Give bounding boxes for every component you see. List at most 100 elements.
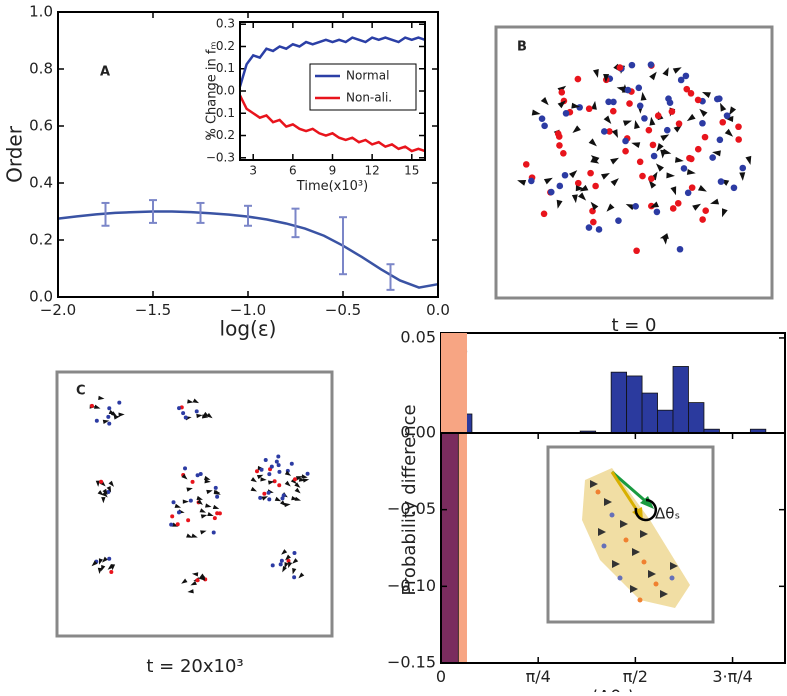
x-tick-label: π/4 xyxy=(526,667,551,686)
particle xyxy=(656,142,664,152)
particle xyxy=(274,459,279,464)
particle xyxy=(198,576,205,581)
particle xyxy=(263,457,268,462)
particle xyxy=(102,556,108,563)
particle xyxy=(635,84,643,92)
particle xyxy=(557,100,567,109)
particle xyxy=(641,115,648,122)
particle xyxy=(298,572,305,579)
particle xyxy=(278,562,283,567)
particle xyxy=(660,134,670,142)
particles xyxy=(89,61,752,594)
particle xyxy=(270,563,275,568)
particle xyxy=(692,203,702,211)
particle xyxy=(177,406,182,411)
particle xyxy=(590,201,599,211)
particle xyxy=(739,164,747,172)
particle xyxy=(102,419,110,424)
particle xyxy=(688,184,696,191)
particle xyxy=(649,141,657,149)
particle xyxy=(675,120,683,127)
particle xyxy=(730,184,738,192)
particle xyxy=(302,478,310,483)
particle xyxy=(674,156,684,163)
panel-b-frame xyxy=(494,25,774,300)
particle xyxy=(214,490,221,495)
particle xyxy=(292,558,299,564)
particle xyxy=(250,477,257,483)
particle xyxy=(686,168,696,175)
particle xyxy=(94,404,101,409)
particle xyxy=(655,163,664,172)
particle xyxy=(605,98,612,106)
y-axis-label: Order xyxy=(3,125,27,183)
particle xyxy=(207,511,214,517)
bar xyxy=(641,392,658,434)
bar xyxy=(610,371,628,434)
particle xyxy=(628,61,636,69)
particle xyxy=(260,477,267,482)
annotation: Δθₛ xyxy=(655,505,680,523)
particle xyxy=(182,499,189,504)
angle-arc xyxy=(634,498,658,522)
particle xyxy=(292,551,297,556)
particle xyxy=(592,182,599,190)
particle xyxy=(735,123,742,131)
arrow xyxy=(610,471,642,516)
y-tick-label: 0.2 xyxy=(216,39,235,53)
particle xyxy=(213,485,218,490)
particle xyxy=(622,137,629,145)
particle xyxy=(280,496,285,501)
legend-label: Non-ali. xyxy=(346,91,392,105)
particle xyxy=(645,126,653,134)
particle xyxy=(294,496,302,501)
particle xyxy=(284,502,291,508)
particle xyxy=(279,558,284,563)
particle xyxy=(610,157,620,165)
particle xyxy=(729,106,737,116)
particle xyxy=(670,186,677,196)
particle xyxy=(181,473,188,480)
legend-label: Normal xyxy=(346,69,389,83)
particle xyxy=(528,177,535,185)
particle xyxy=(284,561,289,569)
particle xyxy=(588,138,597,147)
particle xyxy=(170,514,175,519)
particle xyxy=(107,556,112,561)
particle xyxy=(650,152,658,160)
bar xyxy=(657,409,674,434)
particle xyxy=(556,182,564,190)
x-tick-label: −0.5 xyxy=(325,301,361,319)
particle xyxy=(200,514,208,519)
particle xyxy=(659,233,669,239)
particle xyxy=(199,508,207,513)
particle xyxy=(610,178,619,187)
particle xyxy=(701,91,711,98)
particle xyxy=(181,411,186,416)
particle xyxy=(301,474,308,479)
panel-label: C xyxy=(76,384,86,399)
particle xyxy=(560,149,567,157)
particle xyxy=(188,498,193,503)
particle xyxy=(290,478,297,485)
particle xyxy=(603,115,612,124)
particle xyxy=(648,175,655,182)
particle xyxy=(624,86,632,94)
particle xyxy=(97,567,103,575)
particle xyxy=(724,116,734,123)
y-tick-label: 0.8 xyxy=(29,60,53,78)
particle xyxy=(196,495,203,500)
particle xyxy=(205,503,212,508)
particle xyxy=(97,490,104,496)
particle xyxy=(118,412,125,417)
particle xyxy=(666,172,675,179)
particle xyxy=(575,185,585,192)
particle xyxy=(102,488,108,496)
particle xyxy=(191,533,198,538)
particle xyxy=(269,464,274,469)
x-tick-label: 0.0 xyxy=(426,301,450,319)
particle xyxy=(615,217,622,224)
x-axis-label: Time(x10³) xyxy=(296,179,368,194)
bar xyxy=(626,375,643,434)
